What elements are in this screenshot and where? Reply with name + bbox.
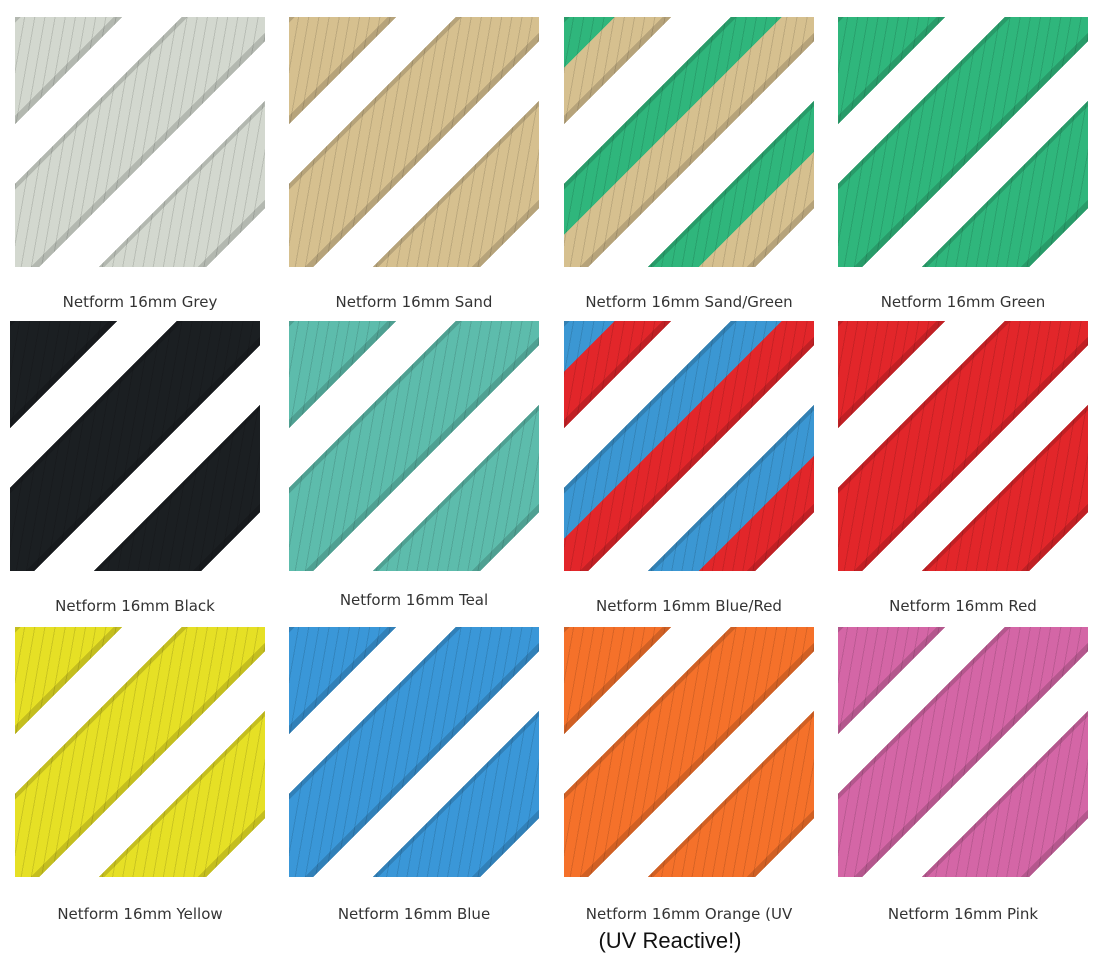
product-caption[interactable]: Netform 16mm Yellow xyxy=(57,905,223,923)
product-caption[interactable]: Netform 16mm Sand/Green xyxy=(585,293,793,311)
product-caption[interactable]: Netform 16mm Green xyxy=(880,293,1046,311)
product-tile[interactable]: Netform 16mm Red xyxy=(838,321,1088,615)
rope-swatch-image[interactable] xyxy=(289,17,539,267)
rope-swatch-image[interactable] xyxy=(10,321,260,571)
product-tile[interactable]: Netform 16mm Green xyxy=(838,17,1088,311)
product-tile[interactable]: Netform 16mm Orange (UV xyxy=(564,627,814,923)
rope-gap-overlay xyxy=(289,321,539,571)
product-caption[interactable]: Netform 16mm Grey xyxy=(62,293,218,311)
rope-gap-overlay xyxy=(564,627,814,877)
product-tile[interactable]: Netform 16mm Blue/Red xyxy=(564,321,814,615)
product-caption[interactable]: Netform 16mm Pink xyxy=(887,905,1039,923)
rope-swatch-image[interactable] xyxy=(838,627,1088,877)
product-caption[interactable]: Netform 16mm Sand xyxy=(335,293,493,311)
product-caption[interactable]: Netform 16mm Teal xyxy=(339,591,489,609)
rope-swatch-image[interactable] xyxy=(15,17,265,267)
rope-gap-overlay xyxy=(15,627,265,877)
rope-swatch-image[interactable] xyxy=(838,321,1088,571)
product-tile[interactable]: Netform 16mm Pink xyxy=(838,627,1088,923)
product-tile[interactable]: Netform 16mm Yellow xyxy=(15,627,265,923)
rope-gap-overlay xyxy=(838,321,1088,571)
rope-swatch-image[interactable] xyxy=(564,321,814,571)
product-caption[interactable]: Netform 16mm Black xyxy=(55,597,215,615)
product-tile[interactable]: Netform 16mm Sand xyxy=(289,17,539,311)
product-caption[interactable]: Netform 16mm Blue xyxy=(337,905,491,923)
rope-swatch-image[interactable] xyxy=(15,627,265,877)
rope-gap-overlay xyxy=(838,17,1088,267)
rope-gap-overlay xyxy=(10,321,260,571)
product-tile[interactable]: Netform 16mm Grey xyxy=(15,17,265,311)
rope-swatch-image[interactable] xyxy=(289,627,539,877)
rope-gap-overlay xyxy=(564,321,814,571)
rope-gap-overlay xyxy=(564,17,814,267)
rope-swatch-image[interactable] xyxy=(564,627,814,877)
uv-reactive-note: (UV Reactive!) xyxy=(598,928,742,953)
product-tile[interactable]: Netform 16mm Teal xyxy=(289,321,539,609)
rope-swatch-image[interactable] xyxy=(564,17,814,267)
product-tile[interactable]: Netform 16mm Blue xyxy=(289,627,539,923)
rope-gap-overlay xyxy=(289,627,539,877)
product-tile[interactable]: Netform 16mm Black xyxy=(10,321,260,615)
rope-gap-overlay xyxy=(289,17,539,267)
product-caption[interactable]: Netform 16mm Red xyxy=(889,597,1037,615)
product-caption[interactable]: Netform 16mm Orange (UV xyxy=(585,905,793,923)
rope-gap-overlay xyxy=(15,17,265,267)
rope-gap-overlay xyxy=(838,627,1088,877)
product-tile[interactable]: Netform 16mm Sand/Green xyxy=(564,17,814,311)
rope-swatch-image[interactable] xyxy=(289,321,539,571)
rope-swatch-image[interactable] xyxy=(838,17,1088,267)
product-caption[interactable]: Netform 16mm Blue/Red xyxy=(596,597,782,615)
